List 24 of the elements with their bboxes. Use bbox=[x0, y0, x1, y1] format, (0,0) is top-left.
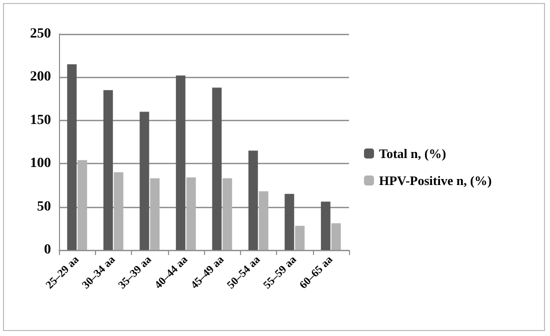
bar bbox=[150, 178, 160, 250]
bar bbox=[186, 177, 196, 250]
y-tick-label: 150 bbox=[30, 112, 51, 128]
bar bbox=[331, 223, 341, 250]
y-tick-label: 200 bbox=[30, 70, 51, 85]
bar bbox=[78, 160, 88, 250]
bar bbox=[103, 90, 113, 250]
bar bbox=[248, 150, 258, 250]
bar bbox=[176, 75, 186, 250]
y-tick-label: 250 bbox=[30, 26, 51, 42]
bar bbox=[320, 202, 330, 250]
bar bbox=[140, 112, 150, 250]
y-tick-label: 0 bbox=[44, 242, 51, 258]
y-tick-label: 50 bbox=[37, 199, 51, 214]
legend-label: HPV-Positive n, (%) bbox=[379, 173, 492, 188]
bar bbox=[284, 194, 294, 250]
bar bbox=[114, 172, 124, 250]
y-tick-label: 100 bbox=[30, 156, 51, 172]
bar bbox=[295, 226, 305, 250]
bar bbox=[222, 178, 232, 250]
bar bbox=[67, 64, 77, 250]
bar bbox=[258, 191, 268, 250]
bar bbox=[212, 88, 222, 250]
legend-label: Total n, (%) bbox=[379, 146, 446, 161]
